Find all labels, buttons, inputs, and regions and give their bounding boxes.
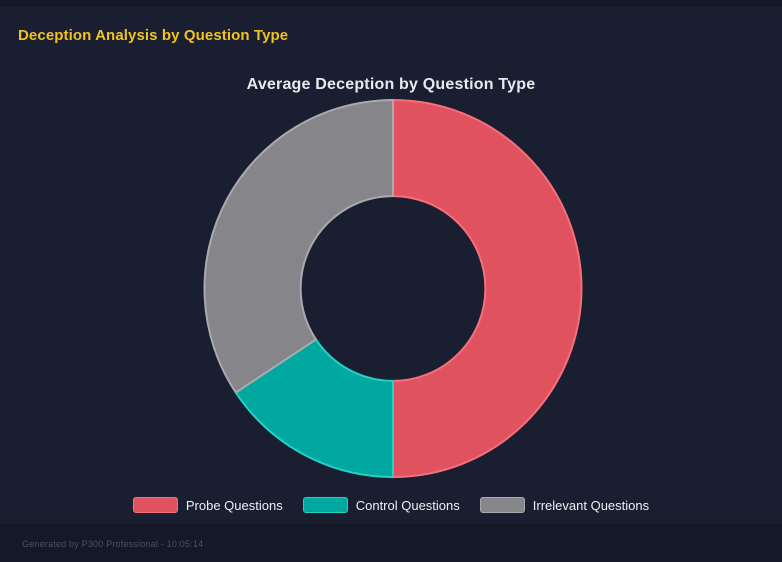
top-strip	[0, 0, 782, 7]
legend-item-irrelevant[interactable]: Irrelevant Questions	[479, 497, 650, 513]
footer-text: Generated by P300 Professional - 10:05:1…	[22, 539, 204, 549]
chart-title: Average Deception by Question Type	[246, 76, 536, 93]
donut-segment-control-questions[interactable]	[234, 338, 394, 478]
chart-legend: Probe Questions Control Questions Irrele…	[0, 497, 782, 513]
legend-label-irrelevant: Irrelevant Questions	[532, 497, 650, 513]
legend-label-probe: Probe Questions	[185, 497, 283, 513]
donut-segment-irrelevant-questions[interactable]	[203, 99, 394, 394]
footer-bar: Generated by P300 Professional - 10:05:1…	[0, 524, 782, 562]
legend-swatch-probe	[132, 497, 178, 513]
donut-segment-probe-questions[interactable]	[392, 99, 583, 478]
legend-swatch-control	[302, 497, 348, 513]
legend-item-probe[interactable]: Probe Questions	[132, 497, 283, 513]
legend-label-control: Control Questions	[355, 497, 460, 513]
legend-swatch-irrelevant	[479, 497, 525, 513]
page-title: Deception Analysis by Question Type	[18, 27, 289, 44]
legend-item-control[interactable]: Control Questions	[302, 497, 460, 513]
